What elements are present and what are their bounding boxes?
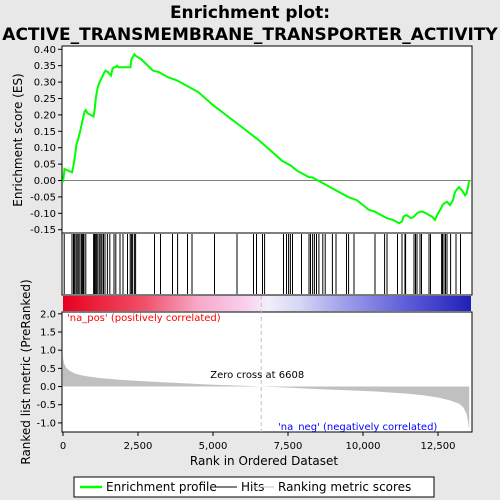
es-y-axis-label: Enrichment score (ES) <box>11 73 25 206</box>
ranked-ytick-label: 1.0 <box>40 346 56 357</box>
zero-cross-label: Zero cross at 6608 <box>210 370 304 381</box>
neg-correlated-label: 'na_neg' (negatively correlated) <box>278 422 437 433</box>
rank-color-bar <box>63 296 471 311</box>
ranked-ytick-label: -1.0 <box>36 418 56 429</box>
legend-label-1: Enrichment profile <box>106 480 217 494</box>
x-tick-label: 10,000 <box>346 441 381 452</box>
es-ytick-label: 0.35 <box>34 61 56 72</box>
x-axis-label: Rank in Ordered Dataset <box>190 454 338 468</box>
es-ytick-label: 0.25 <box>34 94 56 105</box>
es-ytick-label: 0.05 <box>34 160 56 171</box>
legend-label-3: Ranking metric scores <box>278 480 411 494</box>
x-tick-label: 12,500 <box>421 441 456 452</box>
es-ytick-label: 0.10 <box>34 143 56 154</box>
es-ytick-label: -0.10 <box>30 209 56 220</box>
ranked-y-axis-label: Ranked list metric (PreRanked) <box>19 279 33 464</box>
title-line-1: Enrichment plot: <box>170 3 330 23</box>
es-ytick-label: -0.05 <box>30 192 56 203</box>
ranked-ytick-label: 0.5 <box>40 364 56 375</box>
es-panel <box>62 46 472 233</box>
es-ytick-label: 0.40 <box>34 45 56 56</box>
ranked-ytick-label: 0.0 <box>40 382 56 393</box>
x-tick-label: 5,000 <box>199 441 228 452</box>
es-ytick-label: 0.30 <box>34 78 56 89</box>
x-tick-label: 7,500 <box>274 441 303 452</box>
pos-correlated-label: 'na_pos' (positively correlated) <box>67 313 221 324</box>
es-ytick-label: 0.20 <box>34 110 56 121</box>
x-tick-label: 2,500 <box>124 441 153 452</box>
es-ytick-label: 0.00 <box>34 176 56 187</box>
es-ytick-label: 0.15 <box>34 127 56 138</box>
title-line-2: ACTIVE_TRANSMEMBRANE_TRANSPORTER_ACTIVIT… <box>2 25 498 45</box>
ranked-ytick-label: 1.5 <box>40 328 56 339</box>
x-tick-label: 0 <box>60 441 66 452</box>
ranked-ytick-label: -0.5 <box>36 400 56 411</box>
ranked-ytick-label: 2.0 <box>40 309 56 320</box>
es-ytick-label: -0.15 <box>30 225 56 236</box>
